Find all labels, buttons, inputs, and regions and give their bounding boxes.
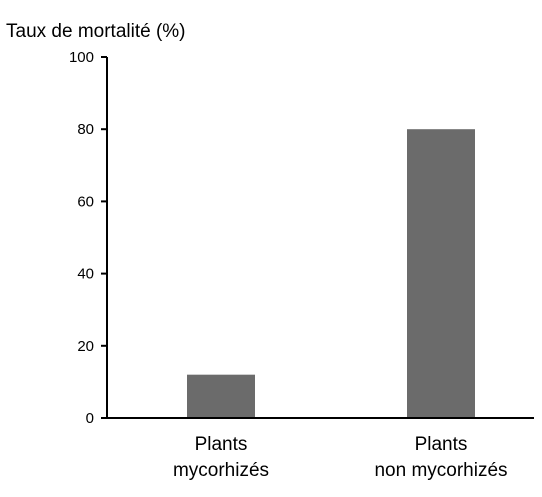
bars: [187, 129, 475, 418]
y-axis-label: Taux de mortalité (%): [6, 21, 186, 42]
x-category-label: mycorhizés: [173, 460, 269, 481]
y-tick-label: 0: [86, 410, 94, 427]
y-tick-label: 20: [77, 338, 94, 355]
y-tick-label: 60: [77, 193, 94, 210]
bar-1: [407, 129, 475, 418]
bar-0: [187, 374, 255, 418]
y-tick-label: 80: [77, 121, 94, 138]
x-category-label: non mycorhizés: [374, 460, 507, 481]
x-axis-category-labels: Plants mycorhizés Plants non mycorhizés: [173, 434, 508, 481]
x-category-label: Plants: [195, 434, 248, 455]
y-axis-ticks: 0 20 40 60 80 100: [69, 49, 107, 427]
y-tick-label: 100: [69, 49, 94, 66]
x-category-label: Plants: [415, 434, 468, 455]
y-tick-label: 40: [77, 266, 94, 283]
